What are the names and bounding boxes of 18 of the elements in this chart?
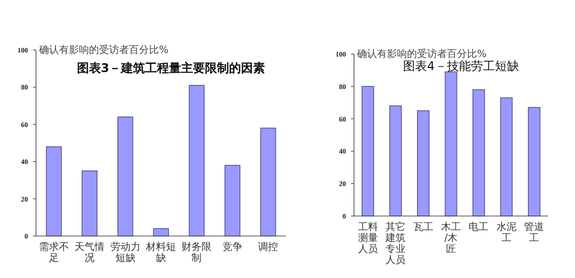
- x-tick-label: 天气情况: [74, 241, 105, 264]
- x-tick-label: 竞争: [222, 241, 242, 253]
- x-tick-label: 水泥工: [496, 221, 516, 244]
- x-tick-label: 材料短缺: [145, 241, 176, 264]
- x-tick-label: 瓦工: [413, 222, 434, 233]
- text: 图表4－技能劳工短缺: [403, 59, 519, 73]
- text: 图表3－建筑工程量主要限制的因素: [76, 61, 266, 75]
- x-tick-label: 劳动力短缺: [110, 241, 140, 264]
- x-tick-label: 调控: [258, 241, 278, 253]
- y-axis-title: 确认有影响的受访者百分比%: [356, 48, 487, 60]
- x-tick-label: 电工: [468, 221, 489, 233]
- x-tick-label: 木工/木匠: [441, 221, 461, 255]
- x-tick-label: 工料测量人员: [358, 221, 378, 255]
- x-tick-label: 需求不足: [38, 241, 69, 264]
- y-axis-title: 确认有影响的受访者百分比%: [38, 44, 169, 56]
- x-tick-label: 其它建筑专业人员: [384, 221, 406, 266]
- x-tick-label: 财务限制: [182, 241, 212, 264]
- x-tick-label: 管道工: [524, 221, 544, 244]
